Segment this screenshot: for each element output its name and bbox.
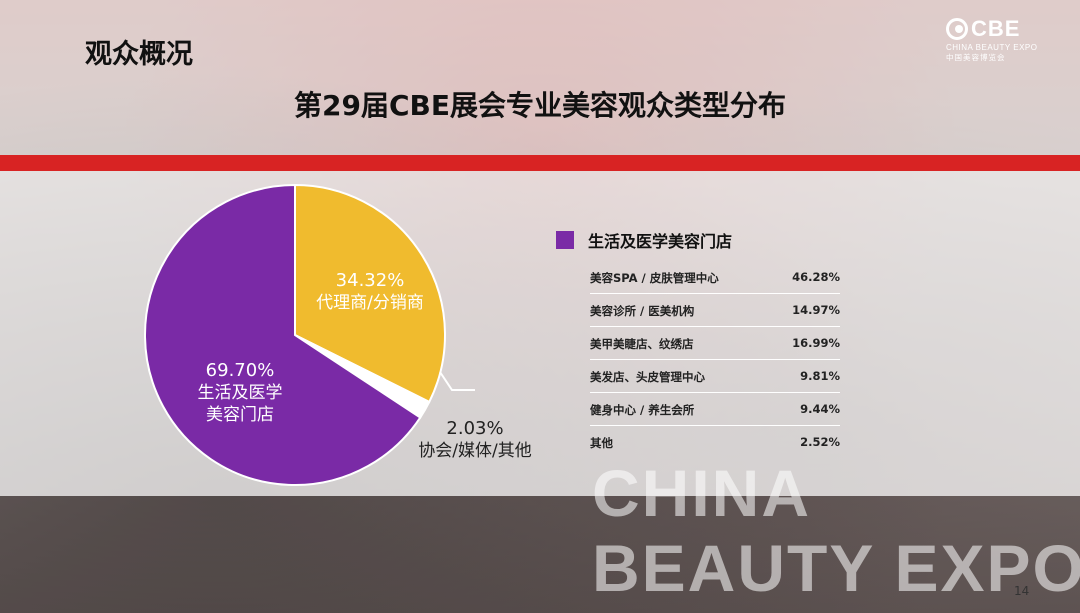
slice-name-agents: 代理商/分销商 xyxy=(316,293,424,313)
slice-name-association: 协会/媒体/其他 xyxy=(418,441,532,461)
breakdown-row-name: 其他 xyxy=(590,436,613,450)
breakdown-row-name: 美发店、头皮管理中心 xyxy=(590,370,705,384)
page-number: 14 xyxy=(1014,584,1030,598)
breakdown-row-value: 2.52% xyxy=(800,435,840,449)
logo-english: CHINA BEAUTY EXPO xyxy=(946,43,1038,52)
breakdown-row-value: 9.44% xyxy=(800,402,840,416)
slice-value-agents: 34.32% xyxy=(335,270,405,291)
cbe-logo-icon xyxy=(946,18,968,40)
pie-slice-agents xyxy=(294,183,446,404)
breakdown-row-name: 美容诊所 / 医美机构 xyxy=(590,304,695,318)
breakdown-row-value: 46.28% xyxy=(792,270,840,284)
callout-line xyxy=(439,371,475,391)
section-title: 观众概况 xyxy=(85,39,193,70)
header-band xyxy=(0,0,1080,155)
breakdown-row-value: 9.81% xyxy=(800,369,840,383)
slice-label-association: 2.03% 协会/媒体/其他 xyxy=(400,418,550,462)
footer-band xyxy=(0,496,1080,613)
breakdown-row-name: 健身中心 / 养生会所 xyxy=(590,403,695,417)
watermark-line2: BEAUTY EXPO xyxy=(592,531,1080,605)
watermark-line1: CHINA xyxy=(592,456,811,530)
breakdown-title: 生活及医学美容门店 xyxy=(588,232,733,251)
slice-label-agents: 34.32% 代理商/分销商 xyxy=(300,270,440,314)
row-divider xyxy=(590,425,840,426)
slice-name-stores-line1: 生活及医学 xyxy=(197,383,283,403)
row-divider xyxy=(590,326,840,327)
red-divider xyxy=(0,155,1080,171)
slice-value-association: 2.03% xyxy=(446,418,504,439)
breakdown-row-name: 美容SPA / 皮肤管理中心 xyxy=(590,271,719,285)
pie-slice-beauty-stores xyxy=(144,183,422,486)
cbe-logo: CBE CHINA BEAUTY EXPO 中国美容博览会 xyxy=(946,16,1056,63)
chart-title: 第29届CBE展会专业美容观众类型分布 xyxy=(294,89,786,122)
slice-value-stores: 69.70% xyxy=(205,360,275,381)
breakdown-row-value: 14.97% xyxy=(792,303,840,317)
slice-name-stores-line2: 美容门店 xyxy=(206,405,274,425)
row-divider xyxy=(590,359,840,360)
row-divider xyxy=(590,293,840,294)
logo-chinese: 中国美容博览会 xyxy=(946,53,1006,62)
slice-label-stores: 69.70% 生活及医学 美容门店 xyxy=(170,360,310,426)
breakdown-row-name: 美甲美睫店、纹绣店 xyxy=(590,337,694,351)
legend-swatch-purple xyxy=(556,231,574,249)
logo-mark-text: CBE xyxy=(971,16,1021,41)
breakdown-row-value: 16.99% xyxy=(792,336,840,350)
row-divider xyxy=(590,392,840,393)
